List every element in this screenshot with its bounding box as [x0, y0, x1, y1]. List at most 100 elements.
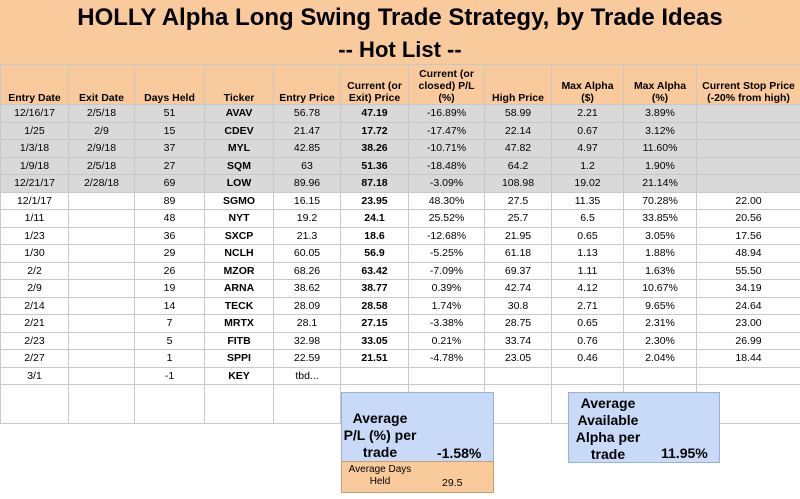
table-cell: 28.75 [484, 314, 552, 333]
table-row: 12/21/17 2/28/18 69 LOW 89.96 87.18 -3.09% 108.… [0, 174, 800, 193]
empty-cell [134, 384, 205, 424]
table-cell: 2.21 [551, 104, 624, 123]
table-cell: 70.28% [623, 191, 697, 210]
table-cell: 24.64 [696, 296, 800, 315]
table-cell: 1.2 [551, 156, 624, 175]
table-cell: 21.47 [273, 121, 341, 140]
table-cell: SXCP [204, 226, 274, 245]
table-row: 1/30 29 NCLH 60.05 56.9 -5.25% 61.18 1.13 1.88% 4… [0, 244, 800, 263]
table-cell: -4.78% [408, 349, 485, 368]
table-cell: 69 [134, 174, 205, 193]
table-cell: 1.74% [408, 296, 485, 315]
table-cell: 28.58 [340, 296, 409, 315]
table-cell: 38.62 [273, 279, 341, 298]
table-cell: 10.67% [623, 279, 697, 298]
table-cell: 17.56 [696, 226, 800, 245]
table-cell: 29 [134, 244, 205, 263]
table-cell: 1/25 [0, 121, 69, 140]
column-header: Entry Date [0, 64, 69, 105]
table-cell: 27.5 [484, 191, 552, 210]
table-cell [68, 331, 135, 350]
table-cell: 68.26 [273, 261, 341, 280]
table-cell: 63 [273, 156, 341, 175]
table-cell: 9.65% [623, 296, 697, 315]
table-cell: KEY [204, 366, 274, 385]
empty-cell [0, 384, 69, 424]
table-cell: 2/5/18 [68, 156, 135, 175]
table-cell [68, 296, 135, 315]
column-header: Max Alpha ($) [551, 64, 624, 105]
table-cell: 6.5 [551, 209, 624, 228]
table-cell: 48.30% [408, 191, 485, 210]
avg-pl-label: Average P/L (%) per trade [343, 410, 417, 460]
table-cell: -1 [134, 366, 205, 385]
table-cell: -18.48% [408, 156, 485, 175]
table-cell: 4.12 [551, 279, 624, 298]
table-cell [68, 191, 135, 210]
table-cell: 38.26 [340, 139, 409, 158]
table-cell: 1.88% [623, 244, 697, 263]
table-cell: 33.74 [484, 331, 552, 350]
table-cell: 1.90% [623, 156, 697, 175]
avg-days-value: 29.5 [442, 477, 463, 489]
table-cell: 28.09 [273, 296, 341, 315]
table-cell: 38.77 [340, 279, 409, 298]
column-header: Ticker [204, 64, 274, 105]
table-cell: 1 [134, 349, 205, 368]
table-cell: 2/9/18 [68, 139, 135, 158]
empty-cell [273, 384, 341, 424]
table-cell: SGMO [204, 191, 274, 210]
table-cell: 1/3/18 [0, 139, 69, 158]
table-cell [68, 314, 135, 333]
table-cell: 0.65 [551, 314, 624, 333]
table-cell: 2.30% [623, 331, 697, 350]
table-cell: 2/27 [0, 349, 69, 368]
table-cell: 89 [134, 191, 205, 210]
table-cell: 14 [134, 296, 205, 315]
table-cell: 22.14 [484, 121, 552, 140]
table-cell: 18.6 [340, 226, 409, 245]
table-cell: 1/9/18 [0, 156, 69, 175]
column-header: Current Stop Price (-20% from high) [696, 64, 800, 105]
table-row: 2/2 26 MZOR 68.26 63.42 -7.09% 69.37 1.11 1.63% 5… [0, 261, 800, 280]
table-cell: 2/14 [0, 296, 69, 315]
column-header: Exit Date [68, 64, 135, 105]
table-cell: 18.44 [696, 349, 800, 368]
table-cell: 1/23 [0, 226, 69, 245]
table-cell [340, 366, 409, 385]
table-cell: MRTX [204, 314, 274, 333]
table-row: 1/11 48 NYT 19.2 24.1 25.52% 25.7 6.5 33.85% 20.5… [0, 209, 800, 228]
table-cell: 2/23 [0, 331, 69, 350]
table-cell: 55.50 [696, 261, 800, 280]
table-cell [623, 366, 697, 385]
table-cell: 48 [134, 209, 205, 228]
table-cell: 3.12% [623, 121, 697, 140]
avg-alpha-label: Average Available Alpha per trade [575, 395, 641, 462]
table-cell: 0.21% [408, 331, 485, 350]
table-cell: 4.97 [551, 139, 624, 158]
table-cell [696, 139, 800, 158]
table-cell: 1/30 [0, 244, 69, 263]
table-row: 2/9 19 ARNA 38.62 38.77 0.39% 42.74 4.12 10.67% 3… [0, 279, 800, 298]
table-row: 2/21 7 MRTX 28.1 27.15 -3.38% 28.75 0.65 2.31% 23… [0, 314, 800, 333]
table-cell: LOW [204, 174, 274, 193]
table-cell: TECK [204, 296, 274, 315]
table-cell: 33.85% [623, 209, 697, 228]
table-cell: 28.1 [273, 314, 341, 333]
table-cell: 1.11 [551, 261, 624, 280]
table-cell: 11.35 [551, 191, 624, 210]
table-cell: 34.19 [696, 279, 800, 298]
table-cell: 42.85 [273, 139, 341, 158]
table-cell: 56.9 [340, 244, 409, 263]
table-cell: MYL [204, 139, 274, 158]
table-cell [696, 174, 800, 193]
table-cell: NYT [204, 209, 274, 228]
table-row: 2/27 1 SPPI 22.59 21.51 -4.78% 23.05 0.46 2.04% 1… [0, 349, 800, 368]
table-cell: 23.05 [484, 349, 552, 368]
table-cell: 51 [134, 104, 205, 123]
table-cell: 3/1 [0, 366, 69, 385]
page-subtitle: -- Hot List -- [0, 36, 800, 64]
table-cell [696, 366, 800, 385]
column-header: Current (or Exit) Price [340, 64, 409, 105]
table-cell: 60.05 [273, 244, 341, 263]
